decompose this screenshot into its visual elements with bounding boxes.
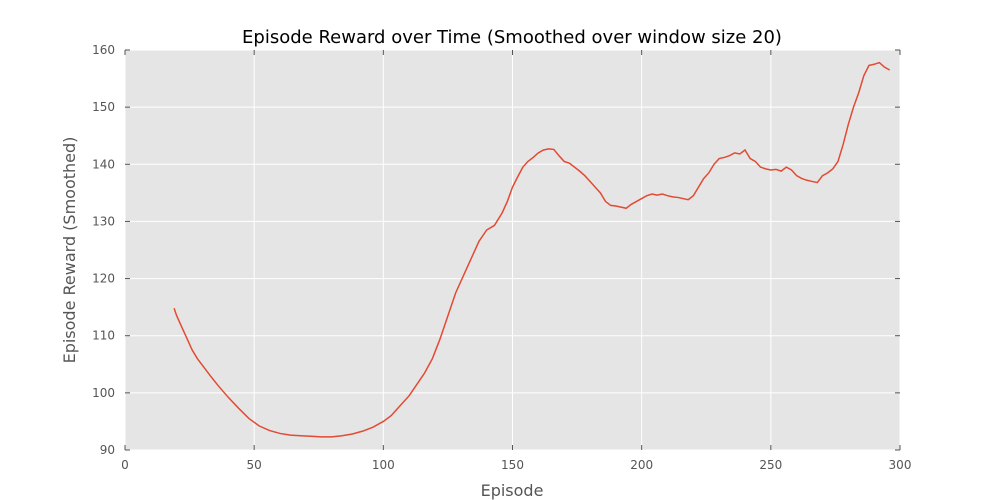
x-tick-label: 300 bbox=[889, 458, 912, 472]
x-tick-label: 150 bbox=[501, 458, 524, 472]
y-tick-label: 150 bbox=[92, 100, 115, 114]
tick-marks bbox=[124, 49, 901, 451]
y-tick-label: 120 bbox=[92, 272, 115, 286]
x-tick-label: 200 bbox=[630, 458, 653, 472]
y-tick-label: 140 bbox=[92, 157, 115, 171]
x-tick-label: 100 bbox=[372, 458, 395, 472]
y-tick-label: 160 bbox=[92, 43, 115, 57]
x-tick-label: 250 bbox=[759, 458, 782, 472]
y-tick-label: 110 bbox=[92, 329, 115, 343]
x-axis-label: Episode bbox=[481, 481, 544, 500]
y-tick-label: 130 bbox=[92, 214, 115, 228]
x-tick-label: 0 bbox=[121, 458, 129, 472]
y-axis-label: Episode Reward (Smoothed) bbox=[60, 137, 79, 364]
series-line-episode-reward bbox=[173, 61, 891, 438]
y-tick-label: 100 bbox=[92, 386, 115, 400]
tick-labels: 0 50 100 150 200 250 300 90 100 110 120 130 140 150 16… bbox=[92, 43, 911, 472]
chart-title: Episode Reward over Time (Smoothed over … bbox=[242, 27, 782, 48]
y-tick-label: 90 bbox=[100, 443, 115, 457]
x-tick-label: 50 bbox=[247, 458, 262, 472]
